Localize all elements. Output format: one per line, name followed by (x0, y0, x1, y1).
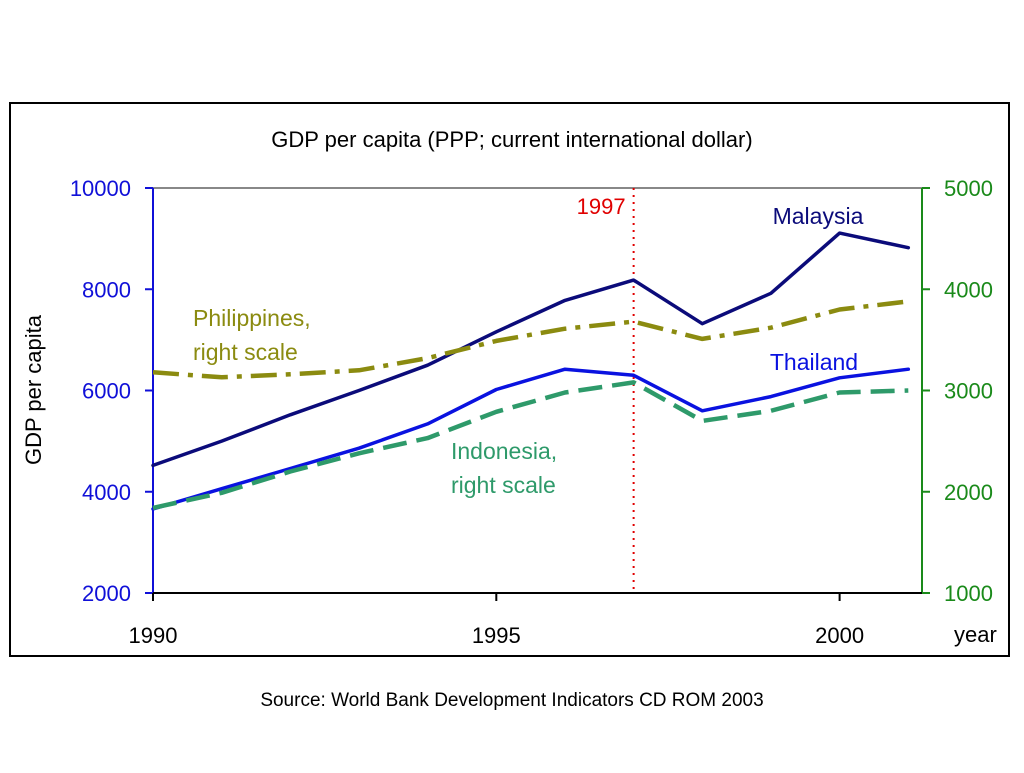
year-marker-label: 1997 (577, 194, 626, 219)
left-tick-label: 8000 (82, 277, 131, 302)
left-tick-label: 10000 (70, 176, 131, 201)
right-tick-label: 3000 (944, 379, 993, 404)
series-label-line: right scale (451, 472, 556, 498)
x-axis-label: year (954, 622, 997, 647)
series-line-philippines (152, 299, 909, 380)
source-note: Source: World Bank Development Indicator… (260, 690, 764, 711)
series-line-malaysia (151, 231, 911, 468)
x-tick-label: 1990 (129, 623, 178, 648)
right-tick-label: 2000 (944, 480, 993, 505)
left-tick-label: 6000 (82, 379, 131, 404)
right-tick-label: 4000 (944, 277, 993, 302)
axes: 2000 4000 6000 8000 10000 1000 2000 3000 4000 500… (70, 176, 993, 648)
right-tick-label: 5000 (944, 176, 993, 201)
series-line-thailand (151, 367, 911, 511)
series-label-indonesia: Indonesia, right scale (451, 438, 557, 498)
series-label-line: right scale (193, 339, 298, 365)
right-tick-label: 1000 (944, 581, 993, 606)
x-tick-label: 2000 (815, 623, 864, 648)
series-label-line: Indonesia, (451, 438, 557, 464)
series-label-thailand: Thailand (770, 349, 858, 375)
left-tick-label: 2000 (82, 581, 131, 606)
series-label-line: Malaysia (773, 203, 864, 229)
series-line-indonesia (152, 380, 909, 511)
series-label-philippines: Philippines, right scale (193, 305, 311, 365)
chart-frame (9, 102, 1010, 657)
left-tick-label: 4000 (82, 480, 131, 505)
x-tick-label: 1995 (472, 623, 521, 648)
series-label-malaysia: Malaysia (773, 203, 864, 229)
series-lines (151, 231, 911, 511)
series-label-line: Thailand (770, 349, 858, 375)
y-axis-label: GDP per capita (21, 314, 46, 465)
series-label-line: Philippines, (193, 305, 311, 331)
chart-title: GDP per capita (PPP; current internation… (271, 127, 752, 152)
